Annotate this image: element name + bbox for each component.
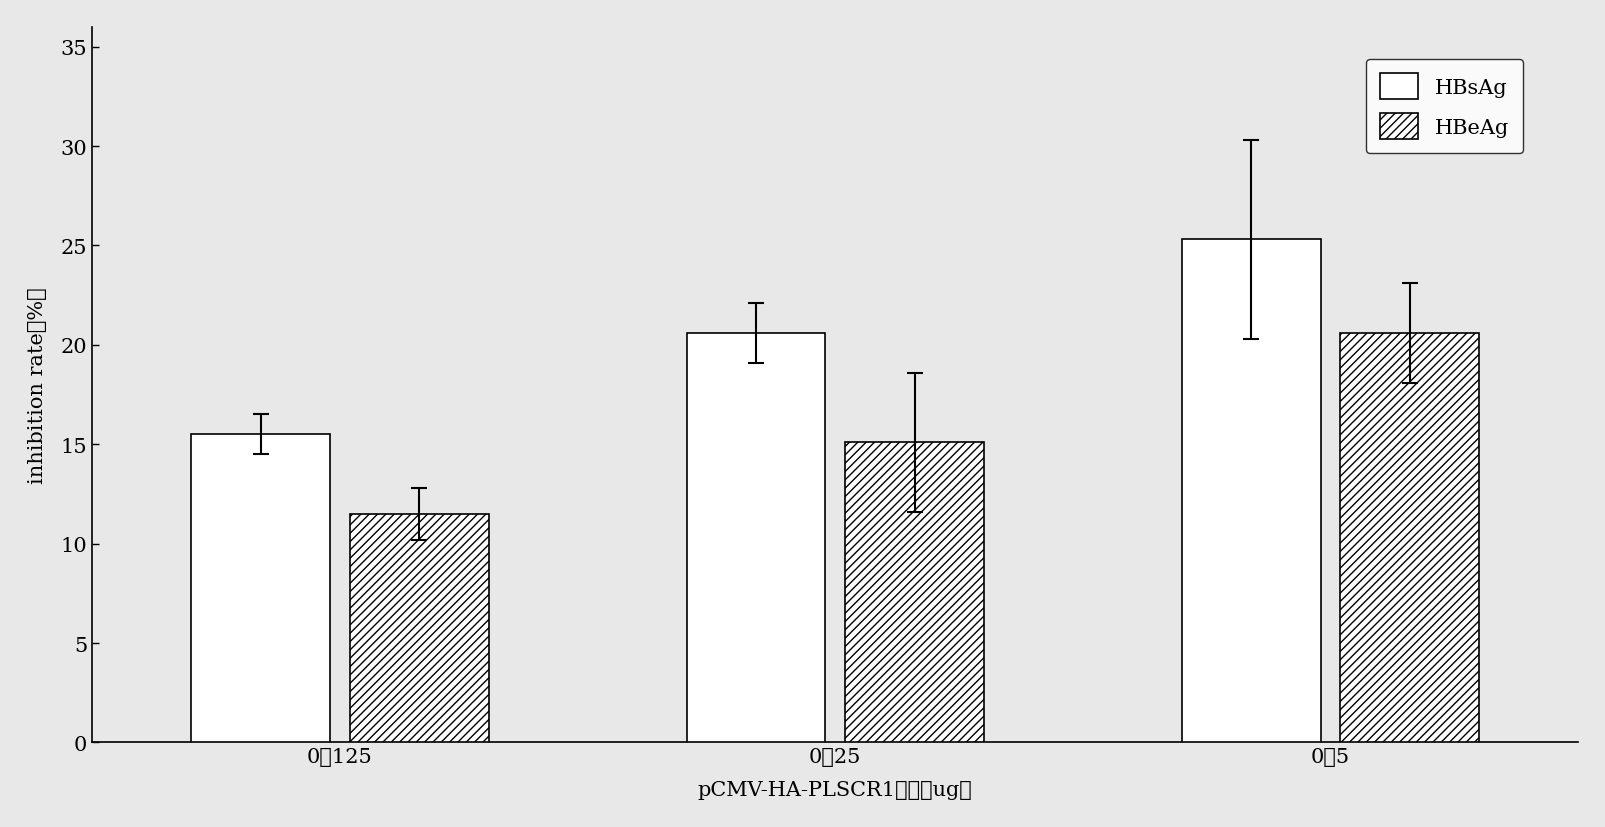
- Bar: [1181, 240, 1319, 743]
- X-axis label: pCMV-HA-PLSCR1质量（ug）: pCMV-HA-PLSCR1质量（ug）: [698, 781, 973, 799]
- Bar: [844, 442, 984, 743]
- Bar: [350, 514, 488, 743]
- Bar: [687, 333, 825, 743]
- Y-axis label: inhibition rate（%）: inhibition rate（%）: [27, 287, 47, 483]
- Bar: [1340, 333, 1478, 743]
- Bar: [191, 435, 329, 743]
- Legend: HBsAg, HBeAg: HBsAg, HBeAg: [1364, 60, 1522, 154]
